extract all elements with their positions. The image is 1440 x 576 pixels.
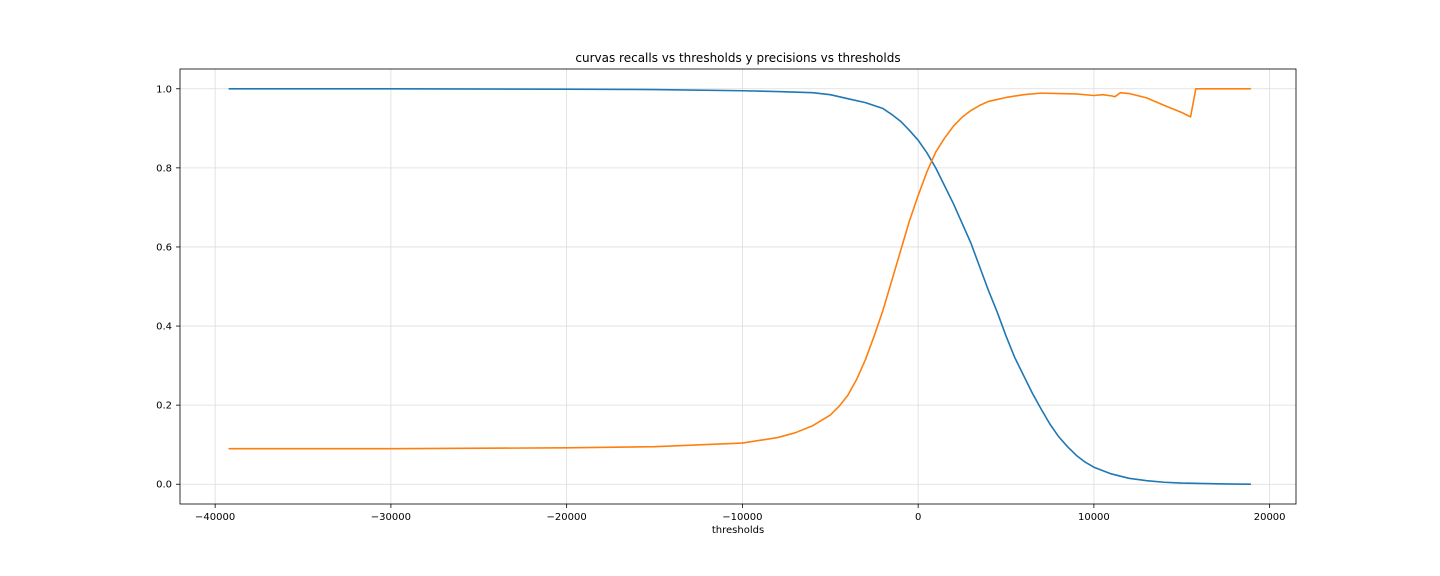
x-tick-label: 10000 <box>1078 512 1110 523</box>
axes-frame <box>179 68 1297 505</box>
y-tick-label: 0.4 <box>156 322 172 333</box>
y-tick-label: 0.2 <box>156 401 172 412</box>
y-tick-label: 0.0 <box>156 480 172 491</box>
x-tick-label: −20000 <box>547 512 587 523</box>
series-layer <box>228 87 1252 486</box>
y-tick-label: 0.6 <box>156 242 172 253</box>
y-tick-label: 1.0 <box>156 84 172 95</box>
x-tick-label: 20000 <box>1254 512 1286 523</box>
x-tick-label: −10000 <box>722 512 762 523</box>
y-tick-label: 0.8 <box>156 163 172 174</box>
x-tick-label: −40000 <box>195 512 235 523</box>
x-axis-label: thresholds <box>712 525 764 536</box>
chart-title: curvas recalls vs thresholds y precision… <box>575 51 900 65</box>
recall-series-line <box>228 87 1252 486</box>
ticks: −40000 −30000 −20000 −10000 0 10000 20000 0.0 0.… <box>156 84 1285 523</box>
x-tick-label: 0 <box>915 512 921 523</box>
x-tick-label: −30000 <box>371 512 411 523</box>
grid <box>180 69 1296 504</box>
precision-series-line <box>228 87 1252 450</box>
